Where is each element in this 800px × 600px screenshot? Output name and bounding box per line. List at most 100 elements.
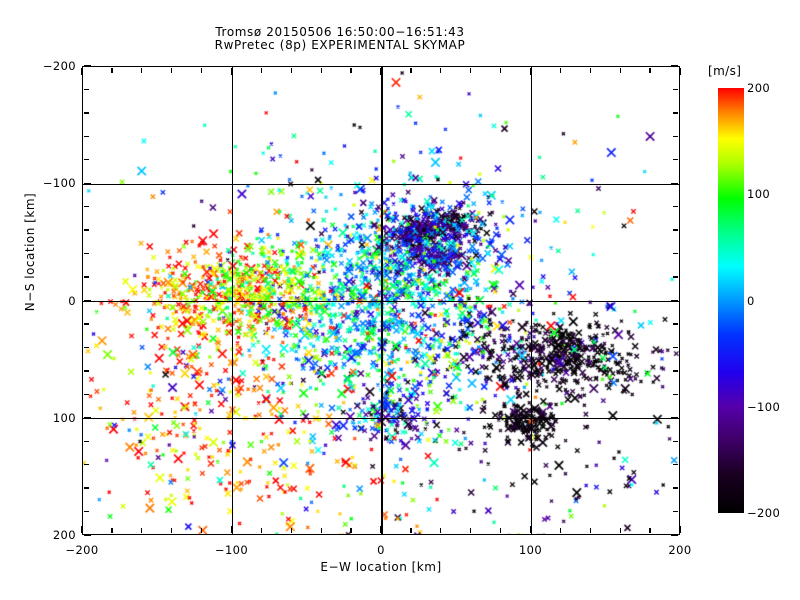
y-axis-major-tick — [83, 534, 91, 536]
x-axis-tick-top — [589, 67, 591, 73]
x-axis-tick-top — [649, 67, 651, 73]
y-axis-tick-right — [673, 323, 679, 325]
x-axis-major-tick — [380, 526, 382, 534]
plot-area — [82, 66, 680, 535]
scatter-plot-canvas — [83, 67, 679, 534]
y-axis-minor-tick — [83, 276, 89, 278]
y-axis-major-tick — [83, 299, 91, 302]
y-axis-tick-label: 200 — [52, 528, 76, 542]
x-axis-tick-top — [619, 67, 621, 73]
y-axis-tick-right — [673, 510, 679, 513]
colorbar-tick-label: 200 — [747, 81, 771, 95]
x-axis-minor-tick — [619, 528, 621, 534]
y-axis-tick-right — [673, 135, 679, 138]
y-axis-minor-tick — [83, 135, 89, 138]
x-axis-major-tick — [230, 526, 233, 534]
y-axis-tick-right — [671, 417, 679, 419]
y-axis-tick-right — [671, 299, 679, 302]
y-axis-major-tick — [83, 182, 91, 184]
y-axis-major-tick — [83, 417, 91, 419]
x-axis-major-tick — [679, 526, 681, 534]
y-axis-minor-tick — [83, 229, 89, 231]
y-axis-minor-tick — [83, 159, 89, 161]
y-axis-tick-right — [673, 88, 679, 91]
y-axis-minor-tick — [83, 346, 89, 349]
x-axis-tick-top — [470, 67, 472, 73]
gridline-vertical — [381, 67, 383, 534]
colorbar-title: [m/s] — [708, 64, 742, 78]
x-axis-tick-top — [141, 67, 143, 73]
title-line-2: RwPretec (8p) EXPERIMENTAL SKYMAP — [214, 38, 466, 52]
x-axis-tick-top — [260, 67, 263, 73]
y-axis-tick-right — [673, 440, 679, 442]
y-axis-tick-right — [673, 112, 679, 114]
y-axis-major-tick — [83, 65, 91, 67]
x-axis-minor-tick — [171, 528, 173, 534]
x-axis-tick-top — [171, 67, 173, 73]
x-axis-tick-top — [559, 67, 562, 73]
y-axis-minor-tick — [83, 252, 89, 255]
y-axis-tick-right — [673, 252, 679, 255]
x-axis-major-tick — [81, 526, 83, 534]
y-axis-tick-right — [673, 346, 679, 349]
gridline-horizontal — [83, 183, 679, 185]
x-axis-minor-tick — [350, 528, 352, 534]
x-axis-minor-tick — [260, 528, 263, 534]
x-axis-minor-tick — [410, 528, 412, 534]
gridline-horizontal — [83, 300, 679, 303]
x-axis-minor-tick — [200, 528, 203, 534]
colorbar-gradient — [718, 88, 744, 513]
y-axis-tick-label: 100 — [52, 410, 76, 425]
y-axis-tick-right — [671, 182, 679, 184]
y-axis-tick-right — [673, 463, 679, 466]
x-axis-major-tick — [529, 526, 532, 534]
x-axis-minor-tick — [589, 528, 591, 534]
y-axis-minor-tick — [83, 487, 89, 489]
x-axis-tick-top — [440, 67, 442, 73]
y-axis-tick-right — [673, 487, 679, 489]
x-axis-minor-tick — [499, 528, 502, 534]
y-axis-tick-right — [673, 159, 679, 161]
y-axis-minor-tick — [83, 370, 89, 372]
x-axis-tick-top — [230, 67, 233, 75]
y-axis-tick-right — [673, 393, 679, 395]
colorbar-tick-label: 100 — [747, 187, 771, 202]
x-axis-tick-top — [81, 67, 83, 75]
x-axis-tick-top — [111, 67, 113, 73]
x-axis-minor-tick — [111, 528, 113, 534]
colorbar-tick-label: −100 — [747, 399, 781, 414]
x-axis-tick-top — [350, 67, 352, 73]
colorbar — [718, 88, 744, 513]
title-line-1: Tromsø 20150506 16:50:00−16:51:43 — [215, 25, 465, 39]
x-axis-minor-tick — [649, 528, 651, 534]
y-axis-tick-right — [673, 276, 679, 278]
figure-title: Tromsø 20150506 16:50:00−16:51:43 RwPret… — [0, 26, 680, 52]
x-axis-label: E−W location [km] — [320, 560, 442, 574]
y-axis-minor-tick — [83, 88, 89, 91]
gridline-horizontal — [83, 418, 679, 420]
x-axis-tick-top — [679, 67, 681, 75]
x-axis-minor-tick — [440, 528, 442, 534]
y-axis-tick-right — [673, 206, 679, 208]
x-axis-minor-tick — [470, 528, 472, 534]
x-axis-tick-top — [380, 67, 382, 75]
gridline-vertical — [530, 67, 533, 534]
x-axis-tick-top — [200, 67, 203, 73]
y-axis-tick-right — [671, 65, 679, 67]
x-axis-tick-top — [529, 67, 532, 75]
y-axis-minor-tick — [83, 206, 89, 208]
x-axis-tick-label: 0 — [377, 543, 385, 557]
x-axis-minor-tick — [141, 528, 143, 534]
x-axis-tick-label: −100 — [214, 543, 249, 557]
y-axis-minor-tick — [83, 463, 89, 466]
y-axis-minor-tick — [83, 323, 89, 325]
x-axis-tick-top — [499, 67, 502, 73]
x-axis-tick-label: 200 — [668, 543, 692, 557]
y-axis-minor-tick — [83, 510, 89, 513]
x-axis-tick-top — [290, 67, 292, 73]
x-axis-minor-tick — [320, 528, 322, 534]
y-axis-tick-label: −200 — [42, 59, 76, 73]
colorbar-tick-label: −200 — [747, 506, 781, 520]
x-axis-minor-tick — [559, 528, 562, 534]
